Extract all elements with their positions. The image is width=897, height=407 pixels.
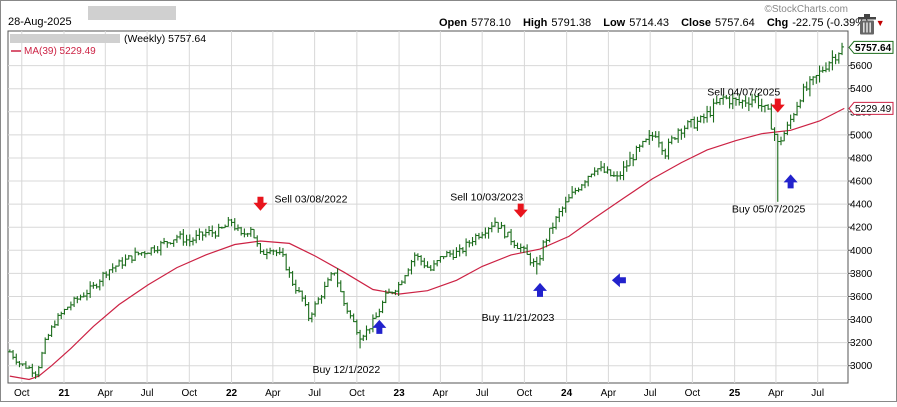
- x-tick-label: Jul: [644, 388, 657, 399]
- redacted-symbol-header: [88, 6, 176, 20]
- watermark: ©StockCharts.com: [764, 4, 848, 15]
- ma-value-tag-box: [848, 101, 894, 115]
- sell-arrow-icon: [513, 203, 528, 218]
- redacted-symbol-legend: [10, 34, 120, 43]
- buy-signal-label: Buy 11/21/2023: [482, 312, 555, 324]
- ma-value-tag-label: 5229.49: [855, 104, 892, 115]
- x-tick-label: Oct: [182, 388, 198, 399]
- y-tick-label: 5000: [850, 130, 873, 141]
- x-tick-label: 21: [58, 388, 70, 399]
- y-tick-label: 3400: [850, 315, 873, 326]
- price-layer: [7, 42, 845, 379]
- buy-signal-label: Buy 12/1/2022: [312, 364, 380, 376]
- sell-arrow-icon: [253, 196, 268, 211]
- x-tick-label: Apr: [98, 388, 114, 399]
- y-tick-label: 4400: [850, 200, 873, 211]
- y-axis: 3000 3200 3400 3600 3800 4000 4200 4400 4600 4800…: [848, 40, 894, 372]
- x-tick-label: 22: [226, 388, 238, 399]
- legend-ma: MA(39) 5229.49: [24, 46, 96, 57]
- sell-arrow-icon: [770, 98, 785, 113]
- x-tick-label: Oct: [14, 388, 30, 399]
- buy-arrow-icon: [372, 319, 387, 334]
- x-tick-label: Apr: [265, 388, 281, 399]
- y-tick-label: 4200: [850, 223, 873, 234]
- y-tick-label: 4600: [850, 177, 873, 188]
- ohlc-readout: Open 5778.10 High 5791.38 Low 5714.43 Close…: [439, 17, 885, 29]
- y-tick-label: 5400: [850, 84, 873, 95]
- y-tick-label: 3800: [850, 269, 873, 280]
- x-tick-label: Oct: [349, 388, 365, 399]
- y-tick-label: 5600: [850, 61, 873, 72]
- triangle-down-icon: ▼: [876, 18, 885, 28]
- y-tick-label: 3200: [850, 338, 873, 349]
- signal-layer: Sell 03/08/2022 Buy 12/1/2022 Sell 10/03/2…: [253, 87, 806, 376]
- buy-arrow-icon: [783, 174, 798, 189]
- x-tick-label: Oct: [685, 388, 701, 399]
- x-tick-label: Jul: [308, 388, 321, 399]
- last-price-tag-label: 5757.64: [855, 43, 892, 54]
- chart-date: 28-Aug-2025: [8, 16, 72, 28]
- sell-signal-label: Sell 03/08/2022: [274, 194, 347, 206]
- x-tick-label: Apr: [433, 388, 449, 399]
- x-tick-label: Apr: [768, 388, 784, 399]
- buy-signal-label: Buy 05/07/2025: [732, 203, 806, 215]
- grid: [8, 31, 848, 383]
- sell-signal-label: Sell 04/07/2025: [707, 87, 780, 99]
- trash-icon[interactable]: [858, 14, 876, 35]
- legend-series: (Weekly) 5757.64: [124, 33, 206, 45]
- ohlc-bar: [840, 42, 845, 56]
- y-tick-label: 4000: [850, 246, 873, 257]
- x-tick-label: 24: [561, 388, 573, 399]
- x-tick-label: Oct: [517, 388, 533, 399]
- sell-signal-label: Sell 10/03/2023: [450, 192, 523, 204]
- ma-value-tag: 5229.49: [848, 101, 894, 115]
- x-tick-label: 23: [394, 388, 406, 399]
- x-tick-label: Jul: [811, 388, 824, 399]
- buy-arrow-icon: [533, 282, 547, 297]
- plot-area: [7, 30, 849, 384]
- x-tick-label: Apr: [601, 388, 617, 399]
- buy-arrow-left-icon: [611, 273, 626, 288]
- x-tick-label: 25: [729, 388, 741, 399]
- y-tick-label: 4800: [850, 153, 873, 164]
- y-tick-label: 3000: [850, 361, 873, 372]
- x-tick-label: Jul: [141, 388, 154, 399]
- y-tick-label: 3600: [850, 292, 873, 303]
- x-tick-label: Jul: [476, 388, 489, 399]
- x-axis: Oct 21 Apr Jul Oct 22 Apr Jul Oct 23 Apr Jul Oct 24 Ap…: [14, 388, 824, 399]
- last-price-tag-box: [848, 40, 894, 54]
- last-price-tag: 5757.64: [848, 40, 894, 54]
